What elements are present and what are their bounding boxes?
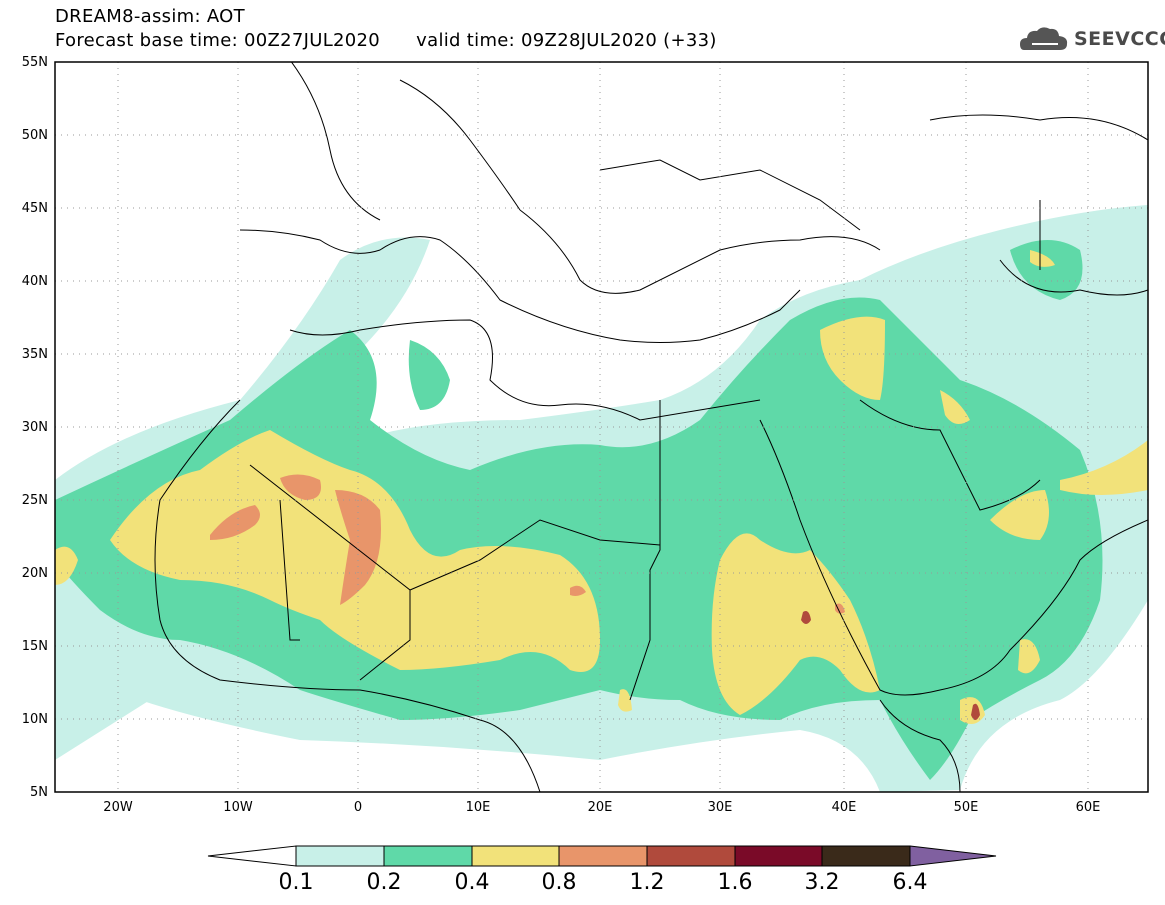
- colorbar-label: 3.2: [804, 870, 840, 895]
- colorbar-bin-5: [646, 845, 736, 867]
- lat-label: 55N: [21, 55, 48, 70]
- colorbar-label: 1.6: [717, 870, 753, 895]
- lon-label: 60E: [1075, 800, 1101, 815]
- colorbar: [207, 845, 997, 867]
- coastlines: [154, 62, 1148, 792]
- lat-label: 40N: [21, 274, 48, 289]
- colorbar-label: 6.4: [892, 870, 928, 895]
- lat-label: 30N: [21, 420, 48, 435]
- colorbar-under-arrow: [207, 845, 297, 867]
- lon-label: 30E: [707, 800, 733, 815]
- colorbar-over-arrow: [909, 845, 997, 867]
- map-title: DREAM8-assim: AOT: [55, 6, 245, 27]
- colorbar-label: 0.4: [454, 870, 490, 895]
- graticule: [55, 62, 1148, 792]
- colorbar-label: 0.8: [541, 870, 577, 895]
- aot-level-0.8-area: [210, 474, 845, 614]
- lon-label: 0: [353, 800, 363, 815]
- colorbar-bin-7: [821, 845, 911, 867]
- colorbar-bin-2: [383, 845, 473, 867]
- lat-label: 5N: [30, 785, 48, 800]
- colorbar-bin-3: [471, 845, 560, 867]
- lat-label: 25N: [21, 493, 48, 508]
- aot-level-1.2-area: [801, 611, 980, 720]
- lat-label: 10N: [21, 712, 48, 727]
- lon-label: 50E: [953, 800, 979, 815]
- lat-label: 35N: [21, 347, 48, 362]
- lon-label: 20E: [587, 800, 613, 815]
- logo-text: SEEVCCC: [1074, 28, 1165, 50]
- base-time: Forecast base time: 00Z27JUL2020: [55, 30, 381, 51]
- forecast-times: Forecast base time: 00Z27JUL2020 valid t…: [55, 30, 717, 51]
- colorbar-label: 0.2: [366, 870, 402, 895]
- colorbar-bin-4: [558, 845, 648, 867]
- colorbar-bin-6: [734, 845, 823, 867]
- lon-label: 40E: [831, 800, 857, 815]
- valid-time: valid time: 09Z28JUL2020 (+33): [416, 30, 717, 51]
- lon-label: 10E: [465, 800, 491, 815]
- colorbar-bin-1: [295, 845, 385, 867]
- colorbar-label: 0.1: [278, 870, 314, 895]
- lat-label: 50N: [21, 128, 48, 143]
- colorbar-label: 1.2: [629, 870, 665, 895]
- cloud-logo-icon: [1020, 27, 1068, 50]
- lat-label: 45N: [21, 201, 48, 216]
- lat-label: 15N: [21, 639, 48, 654]
- lat-label: 20N: [21, 566, 48, 581]
- lon-label: 10W: [223, 800, 253, 815]
- lon-label: 20W: [103, 800, 133, 815]
- map-frame: [54, 61, 1149, 793]
